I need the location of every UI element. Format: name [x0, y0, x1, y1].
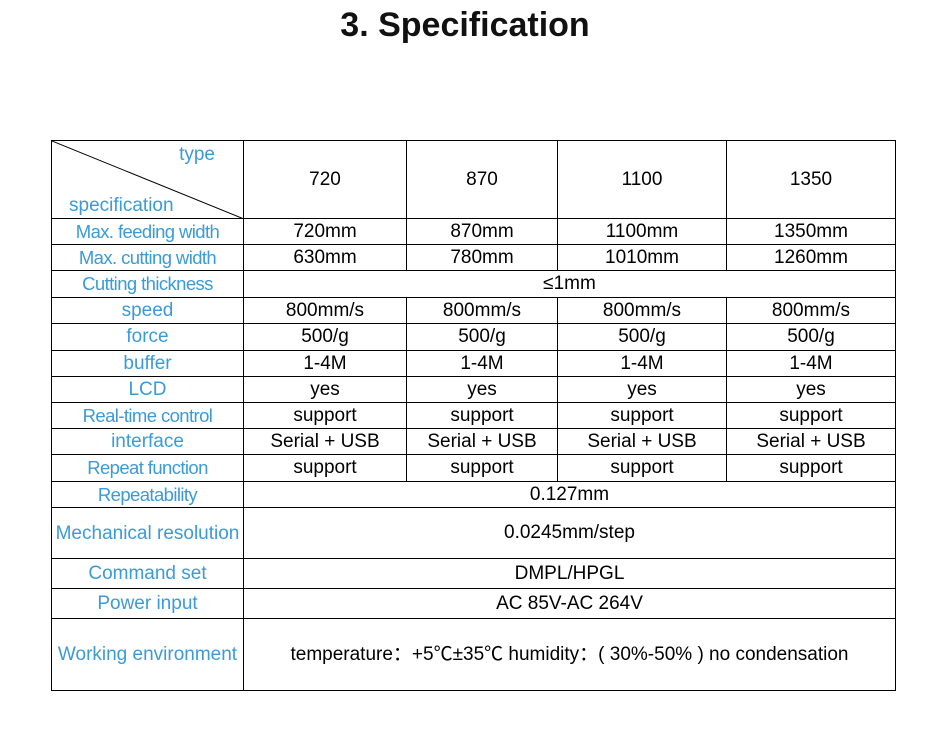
- table-cell: 500/g: [243, 323, 407, 351]
- row-label-force: force: [51, 323, 244, 351]
- table-cell: 630mm: [243, 244, 407, 271]
- table-cell: 800mm/s: [406, 297, 558, 324]
- model-header: 1100: [557, 140, 727, 219]
- row-label-cutting-thickness: Cutting thickness: [51, 270, 244, 298]
- table-cell: support: [243, 402, 407, 429]
- table-cell: Serial + USB: [557, 428, 727, 455]
- table-row: Mechanical resolution 0.0245mm/step: [51, 507, 896, 559]
- table-cell: support: [726, 454, 896, 482]
- table-header-row: type specification 720 870 1100 1350: [51, 140, 896, 219]
- table-cell: 1-4M: [406, 350, 558, 377]
- table-cell-merged: ≤1mm: [243, 270, 896, 298]
- row-label-cutting-width: Max. cutting width: [51, 244, 244, 271]
- row-label-speed: speed: [51, 297, 244, 324]
- row-label-power-input: Power input: [51, 588, 244, 619]
- table-cell: 1-4M: [557, 350, 727, 377]
- table-cell: support: [406, 454, 558, 482]
- table-row: Working environment temperature：+5℃±35℃ …: [51, 618, 896, 691]
- table-row: Max. feeding width 720mm 870mm 1100mm 13…: [51, 218, 896, 245]
- model-header: 870: [406, 140, 558, 219]
- table-row: buffer 1-4M 1-4M 1-4M 1-4M: [51, 350, 896, 377]
- table-row: interface Serial + USB Serial + USB Seri…: [51, 428, 896, 455]
- row-label-interface: interface: [51, 428, 244, 455]
- table-cell: yes: [726, 376, 896, 403]
- table-cell: Serial + USB: [406, 428, 558, 455]
- type-header-label: type: [179, 144, 215, 165]
- table-cell: support: [557, 454, 727, 482]
- table-cell: 1260mm: [726, 244, 896, 271]
- table-cell-merged: AC 85V-AC 264V: [243, 588, 896, 619]
- table-cell: yes: [243, 376, 407, 403]
- table-cell: 500/g: [557, 323, 727, 351]
- table-row: LCD yes yes yes yes: [51, 376, 896, 403]
- table-row: Power input AC 85V-AC 264V: [51, 588, 896, 619]
- table-cell-merged: 0.0245mm/step: [243, 507, 896, 559]
- table-cell: 1-4M: [726, 350, 896, 377]
- table-cell: 1350mm: [726, 218, 896, 245]
- table-row: Real-time control support support suppor…: [51, 402, 896, 429]
- row-label-lcd: LCD: [51, 376, 244, 403]
- row-label-working-environment: Working environment: [51, 618, 244, 691]
- specification-table: type specification 720 870 1100 1350 Max…: [51, 140, 896, 691]
- table-cell: 800mm/s: [243, 297, 407, 324]
- table-cell: yes: [557, 376, 727, 403]
- corner-header-cell: type specification: [51, 140, 244, 219]
- table-cell: 1010mm: [557, 244, 727, 271]
- table-cell: support: [243, 454, 407, 482]
- row-label-buffer: buffer: [51, 350, 244, 377]
- table-cell: 870mm: [406, 218, 558, 245]
- table-cell-merged: 0.127mm: [243, 481, 896, 508]
- table-cell: support: [406, 402, 558, 429]
- row-label-command-set: Command set: [51, 558, 244, 589]
- table-cell: 800mm/s: [557, 297, 727, 324]
- model-header: 720: [243, 140, 407, 219]
- table-cell: 1100mm: [557, 218, 727, 245]
- table-cell: 780mm: [406, 244, 558, 271]
- table-row: Cutting thickness ≤1mm: [51, 270, 896, 298]
- specification-header-label: specification: [69, 195, 174, 216]
- table-cell: 1-4M: [243, 350, 407, 377]
- table-cell: support: [726, 402, 896, 429]
- row-label-repeatability: Repeatability: [51, 481, 244, 508]
- model-header: 1350: [726, 140, 896, 219]
- table-cell: 800mm/s: [726, 297, 896, 324]
- table-row: force 500/g 500/g 500/g 500/g: [51, 323, 896, 351]
- table-cell: 500/g: [726, 323, 896, 351]
- table-row: Repeatability 0.127mm: [51, 481, 896, 508]
- table-row: Command set DMPL/HPGL: [51, 558, 896, 589]
- page-title: 3. Specification: [340, 6, 590, 44]
- row-label-repeat-function: Repeat function: [51, 454, 244, 482]
- table-cell: 720mm: [243, 218, 407, 245]
- table-row: Repeat function support support support …: [51, 454, 896, 482]
- table-cell: Serial + USB: [726, 428, 896, 455]
- table-cell: yes: [406, 376, 558, 403]
- table-cell: Serial + USB: [243, 428, 407, 455]
- row-label-mechanical-resolution: Mechanical resolution: [51, 507, 244, 559]
- row-label-feeding-width: Max. feeding width: [51, 218, 244, 245]
- table-cell-merged: DMPL/HPGL: [243, 558, 896, 589]
- table-row: Max. cutting width 630mm 780mm 1010mm 12…: [51, 244, 896, 271]
- table-cell: 500/g: [406, 323, 558, 351]
- table-cell-merged: temperature：+5℃±35℃ humidity：( 30%-50% )…: [243, 618, 896, 691]
- table-cell: support: [557, 402, 727, 429]
- table-row: speed 800mm/s 800mm/s 800mm/s 800mm/s: [51, 297, 896, 324]
- diagonal-divider: [52, 141, 242, 218]
- row-label-realtime-control: Real-time control: [51, 402, 244, 429]
